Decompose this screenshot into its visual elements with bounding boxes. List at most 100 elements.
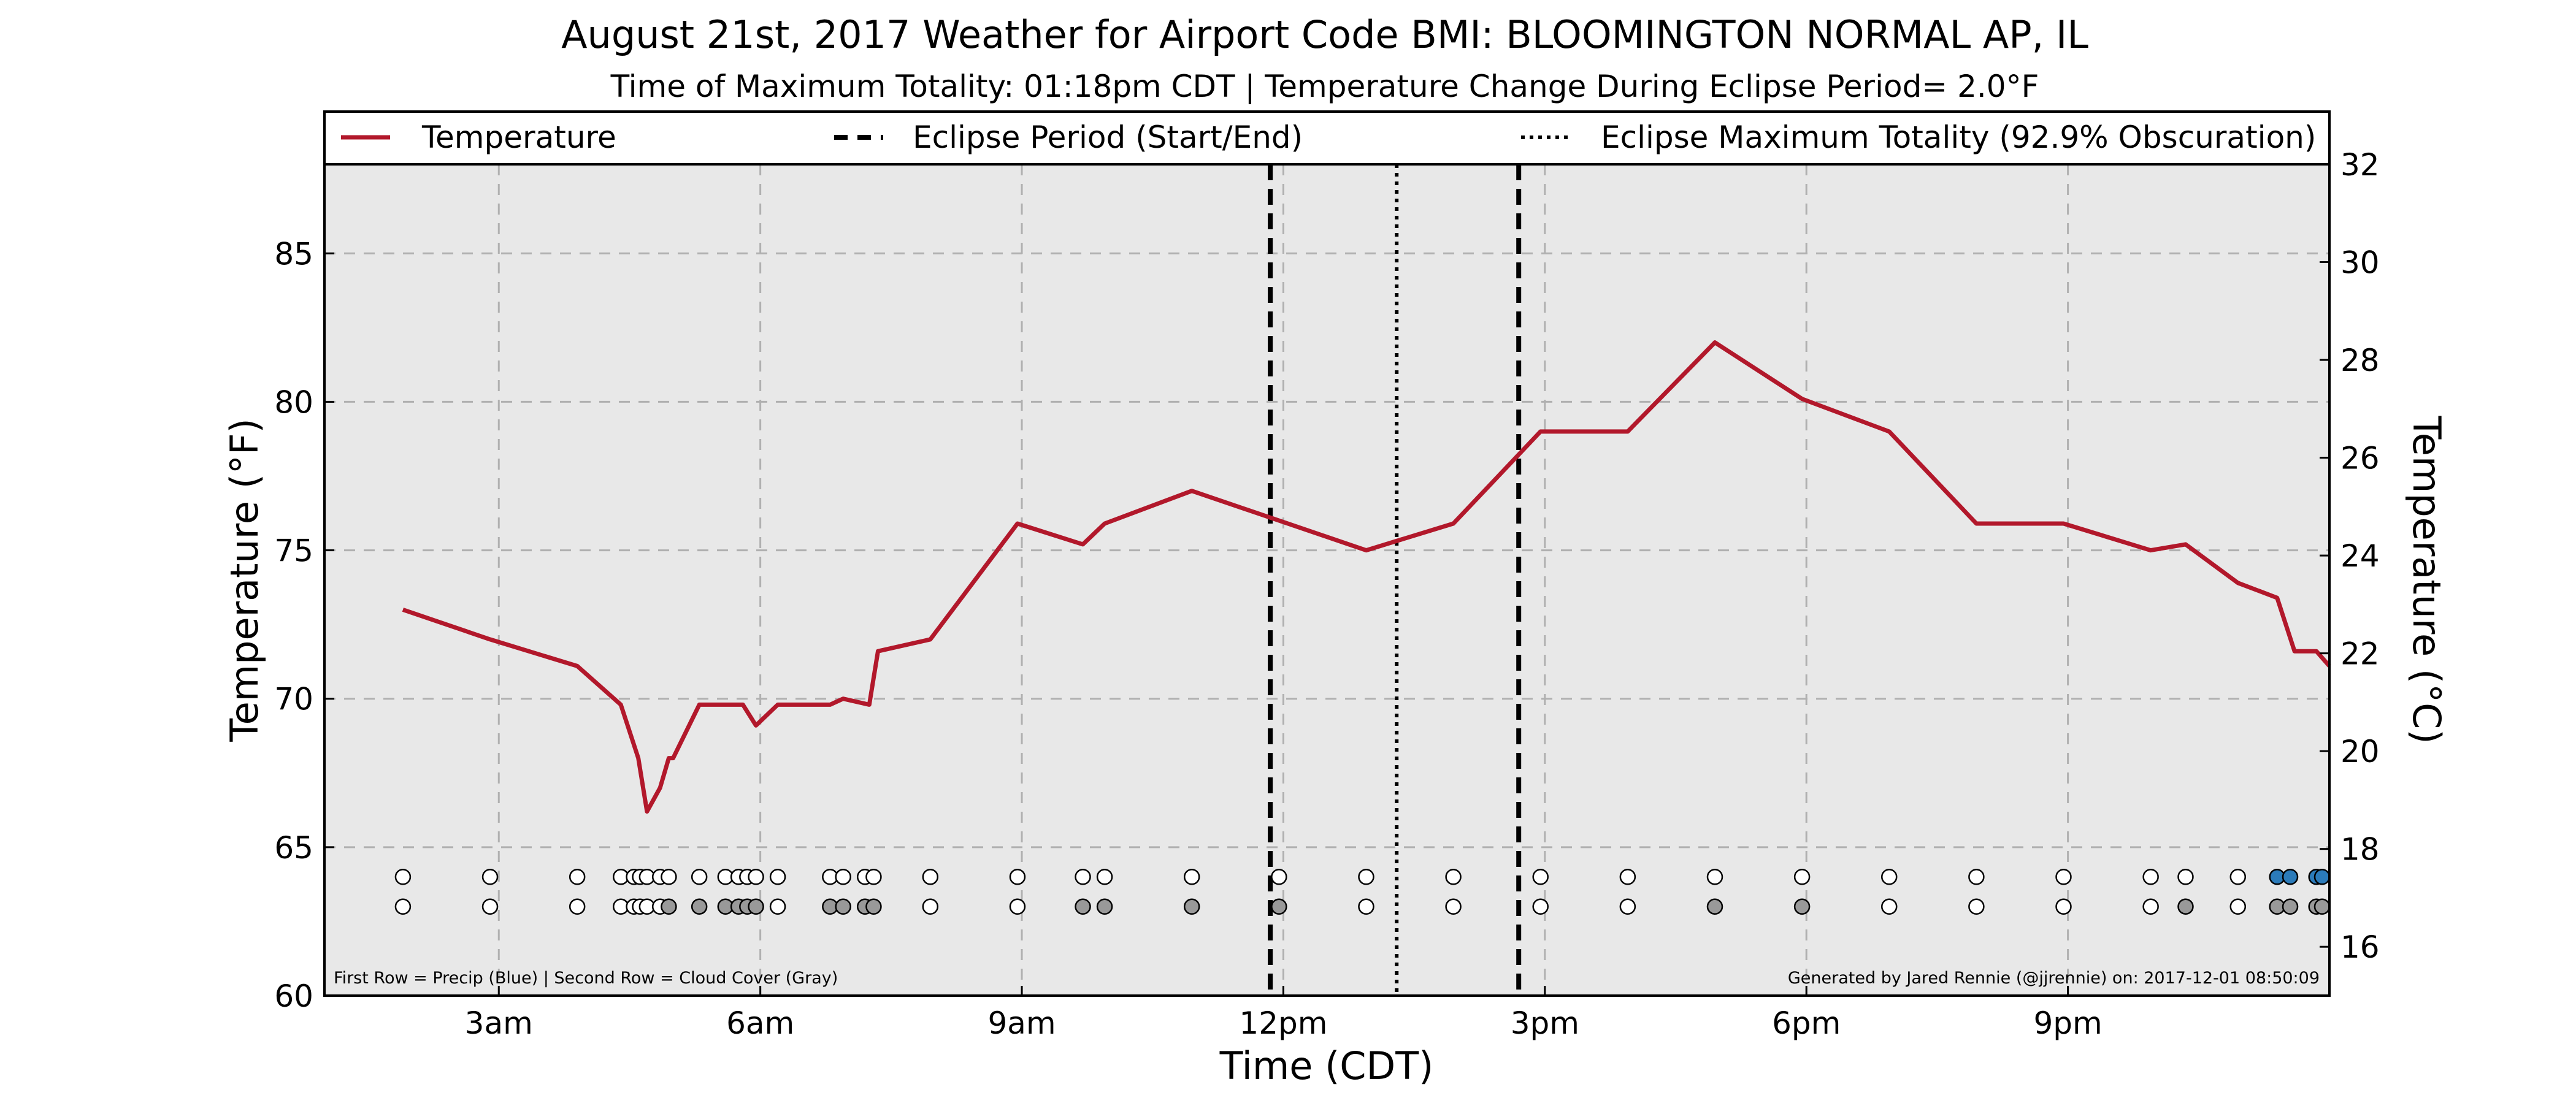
temperature-series — [402, 340, 2331, 814]
cloud-marker — [2142, 898, 2159, 915]
observation-markers — [394, 869, 2331, 915]
x-tick-label: 12pm — [1239, 1005, 1327, 1041]
precip-marker — [569, 869, 586, 885]
cloud-marker — [1445, 898, 1462, 915]
precip-marker — [835, 869, 851, 885]
legend-temperature-label: Temperature — [421, 120, 616, 155]
cloud-marker — [2177, 898, 2194, 915]
chart-subtitle: Time of Maximum Totality: 01:18pm CDT | … — [610, 69, 2039, 104]
precip-marker — [2282, 869, 2299, 885]
cloud-marker — [481, 898, 499, 915]
precip-marker — [1532, 869, 1549, 885]
y-tick-label-right: 22 — [2340, 636, 2380, 672]
precip-marker — [2142, 869, 2159, 885]
y-tick-label-right: 30 — [2340, 245, 2380, 281]
x-tick-label: 6pm — [1772, 1005, 1841, 1041]
precip-marker — [1706, 869, 1723, 885]
cloud-marker — [394, 898, 412, 915]
x-tick-label: 9am — [987, 1005, 1056, 1041]
cloud-marker — [1271, 898, 1287, 915]
cloud-marker — [1183, 898, 1200, 915]
x-axis-label: Time (CDT) — [1219, 1043, 1434, 1088]
x-tick-label: 3am — [465, 1005, 533, 1041]
y-axis-label-left: Temperature (°F) — [222, 418, 267, 742]
footnote-left: First Row = Precip (Blue) | Second Row =… — [334, 969, 838, 988]
chart-title: August 21st, 2017 Weather for Airport Co… — [561, 12, 2088, 57]
cloud-marker — [1009, 898, 1026, 915]
y-tick-label-left: 80 — [274, 384, 313, 420]
plot-area — [324, 164, 2329, 996]
cloud-marker — [865, 898, 882, 915]
x-tick-label: 9pm — [2033, 1005, 2102, 1041]
x-tick-label: 6am — [726, 1005, 794, 1041]
cloud-marker — [1880, 898, 1898, 915]
precip-marker — [1968, 869, 1985, 885]
y-tick-label-right: 26 — [2340, 441, 2380, 476]
precip-marker — [1271, 869, 1287, 885]
y-tick-label-left: 60 — [274, 978, 313, 1014]
legend-max-totality-label: Eclipse Maximum Totality (92.9% Obscurat… — [1601, 120, 2316, 155]
precip-marker — [1619, 869, 1636, 885]
y-tick-label-left: 65 — [274, 830, 313, 866]
precip-marker — [2229, 869, 2247, 885]
y-tick-label-left: 75 — [274, 533, 313, 569]
cloud-marker — [2229, 898, 2247, 915]
cloud-marker — [691, 898, 708, 915]
eclipse-lines — [1268, 164, 1522, 996]
y-tick-label-right: 28 — [2340, 343, 2380, 378]
precip-marker — [922, 869, 939, 885]
legend: Temperature Eclipse Period (Start/End) E… — [323, 110, 2331, 166]
cloud-marker — [2313, 898, 2331, 915]
cloud-marker — [2282, 898, 2299, 915]
cloud-marker — [922, 898, 939, 915]
cloud-marker — [748, 898, 764, 915]
precip-marker — [2177, 869, 2194, 885]
precip-marker — [691, 869, 708, 885]
cloud-marker — [769, 898, 786, 915]
precip-marker — [1096, 869, 1113, 885]
precip-marker — [865, 869, 882, 885]
cloud-marker — [1532, 898, 1549, 915]
precip-marker — [1793, 869, 1811, 885]
grid-lines — [324, 164, 2329, 996]
legend-eclipse-period-label: Eclipse Period (Start/End) — [913, 120, 1303, 155]
precip-marker — [394, 869, 412, 885]
legend-box — [323, 110, 2331, 166]
axis-ticks: 3am 6am 9am 12pm 3pm 6pm 9pm 60 65 70 75 80 85 16 18 20… — [274, 147, 2379, 1041]
precip-marker — [1075, 869, 1091, 885]
precip-marker — [1183, 869, 1200, 885]
precip-marker — [769, 869, 786, 885]
cloud-marker — [1619, 898, 1636, 915]
y-tick-label-right: 16 — [2340, 929, 2380, 965]
y-tick-label-right: 20 — [2340, 734, 2380, 769]
y-tick-label-right: 32 — [2340, 147, 2380, 183]
cloud-marker — [1793, 898, 1811, 915]
precip-marker — [1445, 869, 1462, 885]
y-tick-label-right: 18 — [2340, 832, 2380, 868]
temperature-line — [402, 340, 2331, 814]
y-tick-label-right: 24 — [2340, 538, 2380, 574]
precip-marker — [748, 869, 764, 885]
precip-marker — [1880, 869, 1898, 885]
precip-marker — [1358, 869, 1374, 885]
precip-marker — [1009, 869, 1026, 885]
cloud-marker — [1075, 898, 1091, 915]
cloud-marker — [661, 898, 677, 915]
precip-marker — [2313, 869, 2331, 885]
cloud-marker — [2055, 898, 2072, 915]
cloud-marker — [1968, 898, 1985, 915]
precip-marker — [481, 869, 499, 885]
cloud-marker — [1706, 898, 1723, 915]
x-tick-label: 3pm — [1511, 1005, 1579, 1041]
cloud-marker — [1096, 898, 1113, 915]
y-tick-label-left: 85 — [274, 236, 313, 272]
cloud-marker — [1358, 898, 1374, 915]
y-axis-label-right: Temperature (°C) — [2404, 415, 2449, 744]
precip-marker — [661, 869, 677, 885]
cloud-marker — [569, 898, 586, 915]
precip-marker — [2055, 869, 2072, 885]
y-tick-label-left: 70 — [274, 682, 313, 717]
cloud-marker — [835, 898, 851, 915]
